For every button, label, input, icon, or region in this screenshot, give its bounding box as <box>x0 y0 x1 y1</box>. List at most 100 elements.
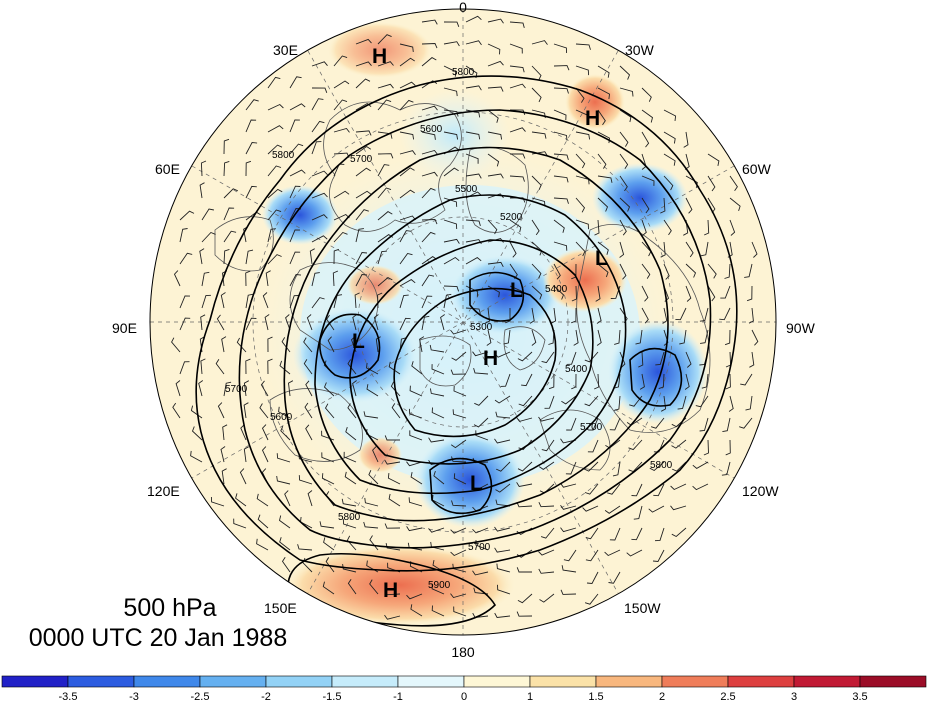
wind-barb <box>509 21 525 29</box>
wind-barb <box>619 197 631 212</box>
wind-barb <box>707 285 716 302</box>
wind-barb <box>198 380 204 397</box>
wind-barb <box>565 461 577 475</box>
wind-barb <box>560 527 577 533</box>
wind-barb <box>443 293 452 309</box>
wind-barb <box>289 119 300 133</box>
wind-barb <box>222 424 228 441</box>
wind-barb <box>267 188 283 199</box>
wind-barb <box>216 314 225 331</box>
wind-barb <box>233 518 247 529</box>
wind-barb <box>699 307 709 322</box>
wind-barb <box>297 544 313 551</box>
wind-barb <box>597 241 609 255</box>
wind-barb <box>584 351 599 363</box>
wind-barb <box>654 527 665 542</box>
wind-barb <box>421 315 430 331</box>
wind-barb <box>421 149 438 155</box>
colorbar: -3.5 -3 -2.5 -2 -1.5 -1 0 1 1.5 2 2.5 3 3.5 <box>1 675 927 702</box>
wind-barb <box>284 490 291 507</box>
wind-barb <box>223 230 237 243</box>
wind-barb <box>385 543 401 551</box>
wind-barb <box>660 197 666 214</box>
wind-barb <box>521 373 533 387</box>
wind-barb <box>201 294 211 309</box>
wind-barb <box>200 314 206 331</box>
wind-barb <box>261 446 269 463</box>
wind-barb <box>245 249 254 265</box>
wind-barb <box>531 175 542 190</box>
wind-barb <box>355 274 368 287</box>
wind-barb <box>223 381 232 397</box>
wind-barb <box>355 102 372 111</box>
wind-barb <box>596 329 602 346</box>
colorbar-cell <box>793 675 861 688</box>
wind-barb <box>575 219 589 230</box>
wind-barb <box>658 373 665 390</box>
wind-barb <box>347 359 357 375</box>
wind-barb <box>173 270 181 287</box>
wind-barb <box>431 364 445 375</box>
wind-barb <box>243 446 249 463</box>
wind-barb <box>597 153 607 169</box>
wind-barb <box>660 395 667 412</box>
wind-barb <box>333 231 348 243</box>
wind-barb <box>377 83 394 89</box>
wind-barb <box>366 428 379 441</box>
wind-barb <box>354 292 360 309</box>
wind-barb <box>223 207 235 221</box>
wind-barb <box>323 537 335 551</box>
wind-barb <box>509 241 517 258</box>
wind-barb <box>550 307 557 324</box>
wind-barb <box>375 336 381 353</box>
wind-barb <box>245 270 251 287</box>
wind-barb <box>751 241 758 258</box>
wind-barb <box>553 175 569 183</box>
wind-barb <box>670 483 687 491</box>
colorbar-cell <box>529 675 597 688</box>
wind-barb <box>421 131 436 140</box>
wind-barb <box>560 589 577 595</box>
wind-barb <box>326 314 335 331</box>
map-boundary <box>149 8 777 636</box>
wind-barb <box>695 395 709 408</box>
wind-barb <box>641 131 650 148</box>
wind-barb <box>239 468 247 485</box>
wind-barb <box>685 241 694 258</box>
wind-barb <box>561 395 577 405</box>
wind-barb <box>245 160 252 177</box>
wind-barb <box>540 527 555 539</box>
wind-barb <box>265 270 271 287</box>
contour-label: 5600 <box>270 412 293 423</box>
wind-barb <box>305 380 313 397</box>
wind-barb <box>443 219 458 230</box>
wind-barb <box>343 451 357 463</box>
wind-barb <box>311 214 328 221</box>
wind-barb <box>683 131 689 148</box>
wind-barb <box>613 373 621 389</box>
wind-barb <box>604 505 621 514</box>
wind-barb <box>200 160 207 177</box>
wind-barb <box>538 568 555 574</box>
wind-barb <box>619 219 627 236</box>
wind-barb <box>245 293 254 309</box>
contour-label: 5300 <box>470 322 493 333</box>
wind-barb <box>333 190 350 199</box>
wind-barb <box>408 497 423 507</box>
longitude-labels: 0 30W 60W 90W 120W 150W 180 150E 120E 90… <box>112 0 816 660</box>
wind-barb <box>701 373 709 389</box>
wind-barb <box>433 470 445 485</box>
wind-barb <box>411 361 423 375</box>
wind-barb <box>517 461 533 472</box>
colorbar-cell <box>397 675 465 688</box>
wind-barb <box>724 263 731 279</box>
wind-barb <box>309 248 315 265</box>
wind-barb <box>190 450 203 463</box>
wind-barb <box>692 483 709 491</box>
wind-barb <box>421 43 438 49</box>
wind-barb <box>355 167 371 177</box>
wind-barb <box>278 515 291 529</box>
wind-barb <box>465 85 482 91</box>
wind-barb <box>344 471 357 485</box>
wind-barb <box>355 145 372 155</box>
